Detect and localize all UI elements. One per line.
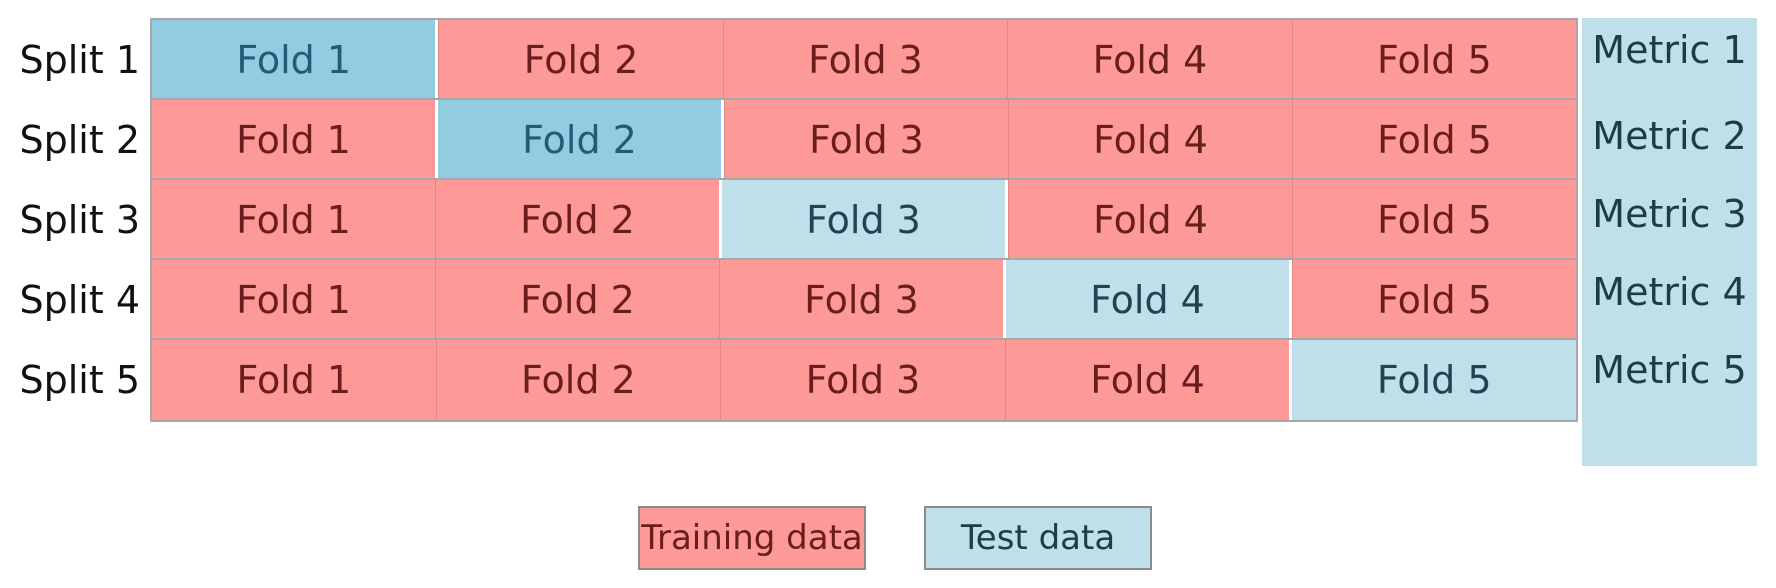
- training-fold-cell: Fold 1: [152, 180, 435, 260]
- split-row: Fold 1 Fold 2 Fold 3 Fold 4 Fold 5: [150, 338, 1578, 422]
- split-label: Split 5: [19, 358, 140, 402]
- metric-label: Metric 4: [1592, 270, 1747, 314]
- training-fold-cell: Fold 4: [1008, 100, 1292, 180]
- split-row: Fold 1 Fold 2 Fold 3 Fold 4 Fold 5: [150, 178, 1578, 262]
- metric-label: Metric 3: [1592, 192, 1747, 236]
- metric-label: Metric 2: [1592, 114, 1747, 158]
- training-fold-cell: Fold 3: [722, 20, 1008, 100]
- training-fold-cell: Fold 5: [1292, 260, 1576, 340]
- test-fold-cell: Fold 2: [435, 100, 724, 180]
- legend-training-data: Training data: [638, 506, 866, 570]
- split-label: Split 4: [19, 278, 140, 322]
- test-fold-cell: Fold 5: [1289, 340, 1576, 420]
- split-label: Split 2: [19, 118, 140, 162]
- metric-label: Metric 5: [1592, 348, 1747, 392]
- training-fold-cell: Fold 1: [152, 100, 435, 180]
- test-fold-cell: Fold 1: [152, 20, 439, 100]
- split-label: Split 1: [19, 38, 140, 82]
- training-fold-cell: Fold 5: [1291, 20, 1577, 100]
- test-fold-cell: Fold 4: [1003, 260, 1292, 340]
- split-row: Fold 1 Fold 2 Fold 3 Fold 4 Fold 5: [150, 98, 1578, 182]
- split-row: Fold 1 Fold 2 Fold 3 Fold 4 Fold 5: [150, 18, 1578, 102]
- training-fold-cell: Fold 5: [1292, 180, 1576, 260]
- training-fold-cell: Fold 4: [1008, 180, 1292, 260]
- training-fold-cell: Fold 2: [435, 180, 719, 260]
- training-fold-cell: Fold 3: [724, 100, 1008, 180]
- training-fold-cell: Fold 4: [1007, 20, 1292, 100]
- training-fold-cell: Fold 3: [719, 260, 1003, 340]
- training-fold-cell: Fold 2: [435, 260, 719, 340]
- training-fold-cell: Fold 1: [152, 340, 436, 420]
- training-fold-cell: Fold 3: [720, 340, 1005, 420]
- split-label: Split 3: [19, 198, 140, 242]
- split-row: Fold 1 Fold 2 Fold 3 Fold 4 Fold 5: [150, 258, 1578, 342]
- metric-label: Metric 1: [1592, 28, 1747, 72]
- training-fold-cell: Fold 2: [438, 20, 723, 100]
- test-fold-cell: Fold 3: [719, 180, 1008, 260]
- legend-training-label: Training data: [641, 518, 863, 558]
- training-fold-cell: Fold 1: [152, 260, 435, 340]
- training-fold-cell: Fold 2: [435, 340, 721, 420]
- training-fold-cell: Fold 5: [1292, 100, 1576, 180]
- metric-column: [1582, 18, 1757, 466]
- training-fold-cell: Fold 4: [1004, 340, 1290, 420]
- legend-test-data: Test data: [924, 506, 1152, 570]
- legend-test-label: Test data: [960, 518, 1116, 558]
